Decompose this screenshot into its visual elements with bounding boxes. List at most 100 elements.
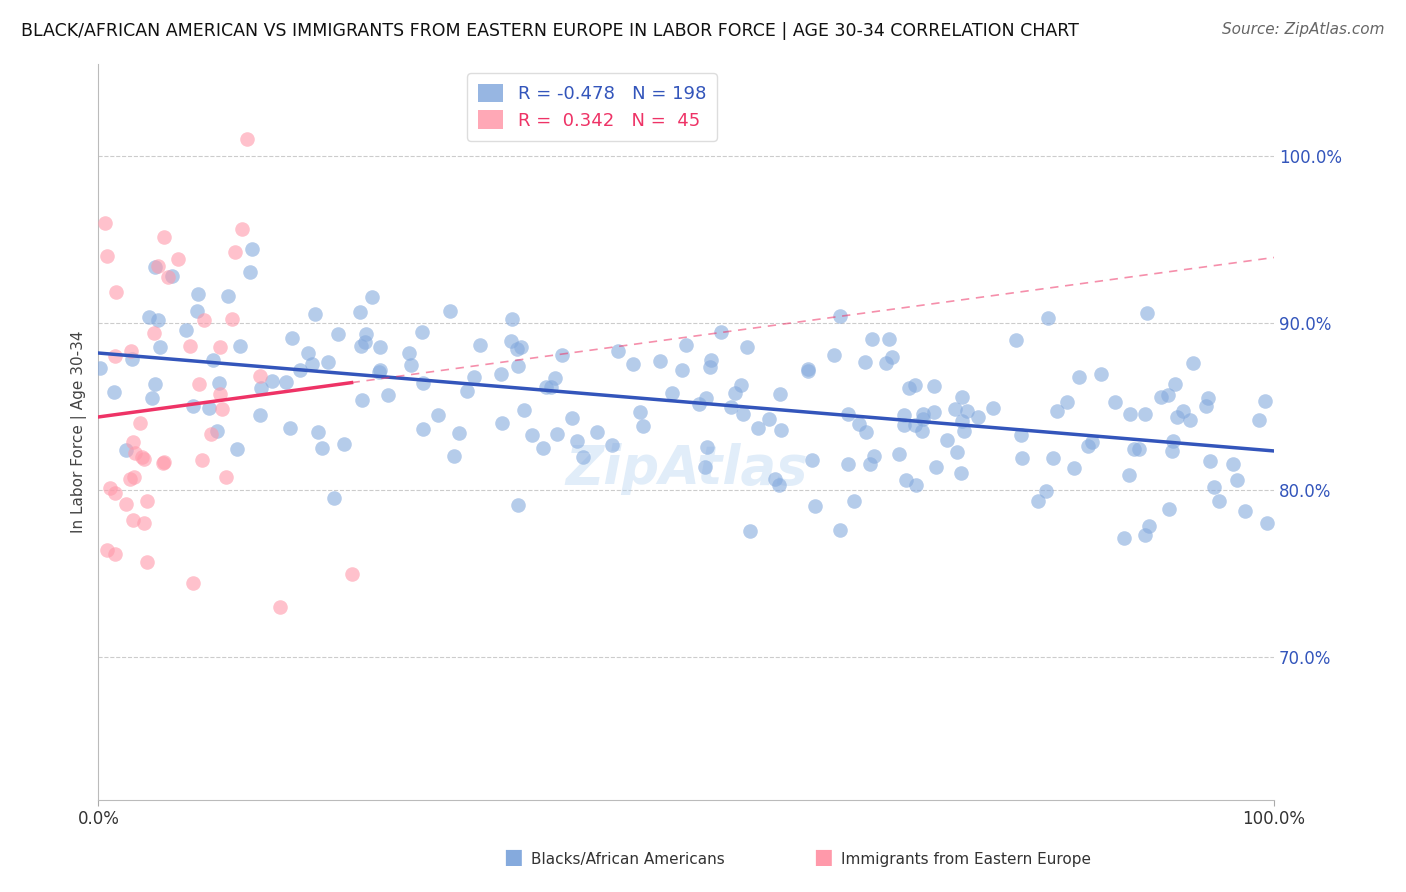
Point: [122, 469, 145, 483]
Point: [367, 365, 389, 379]
Point: [143, 376, 166, 391]
Point: [955, 403, 977, 417]
Point: [148, 313, 170, 327]
Point: [501, 311, 523, 326]
Point: [1004, 333, 1026, 347]
Point: [904, 417, 927, 432]
Point: [326, 327, 349, 342]
Point: [368, 340, 391, 354]
Point: [187, 286, 209, 301]
Point: [1166, 410, 1188, 425]
Point: [135, 494, 157, 508]
Point: [896, 474, 918, 488]
Point: [893, 409, 915, 423]
Point: [208, 387, 231, 401]
Point: [1204, 480, 1226, 494]
Point: [710, 325, 733, 339]
Point: [1247, 413, 1270, 427]
Point: [104, 547, 127, 561]
Point: [103, 385, 125, 400]
Point: [143, 260, 166, 274]
Point: [510, 340, 533, 354]
Point: [426, 408, 449, 422]
Point: [307, 425, 329, 439]
Point: [152, 456, 174, 470]
Point: [572, 450, 595, 464]
Point: [859, 457, 882, 471]
Point: [89, 361, 111, 376]
Point: [181, 400, 204, 414]
Point: [239, 265, 262, 279]
Point: [837, 407, 859, 421]
Point: [877, 332, 900, 346]
Point: [288, 363, 311, 377]
Text: ■: ■: [813, 847, 832, 867]
Point: [828, 309, 851, 323]
Point: [544, 371, 567, 385]
Point: [946, 444, 969, 458]
Point: [950, 390, 973, 404]
Point: [181, 576, 204, 591]
Point: [398, 346, 420, 360]
Point: [561, 410, 583, 425]
Point: [731, 407, 754, 421]
Point: [508, 359, 530, 373]
Point: [135, 555, 157, 569]
Point: [322, 491, 344, 505]
Point: [249, 369, 271, 384]
Point: [1157, 502, 1180, 516]
Y-axis label: In Labor Force | Age 30-34: In Labor Force | Age 30-34: [72, 331, 87, 533]
Point: [208, 340, 231, 354]
Point: [848, 417, 870, 432]
Point: [122, 513, 145, 527]
Point: [200, 426, 222, 441]
Text: Source: ZipAtlas.com: Source: ZipAtlas.com: [1222, 22, 1385, 37]
Point: [131, 450, 153, 464]
Point: [904, 378, 927, 392]
Point: [1036, 310, 1059, 325]
Point: [898, 381, 921, 395]
Point: [1056, 395, 1078, 409]
Point: [1254, 393, 1277, 408]
Point: [981, 401, 1004, 416]
Point: [1137, 519, 1160, 533]
Point: [197, 401, 219, 416]
Point: [1160, 443, 1182, 458]
Point: [350, 339, 373, 353]
Point: [1171, 404, 1194, 418]
Point: [491, 417, 513, 431]
Point: [1222, 457, 1244, 471]
Point: [174, 323, 197, 337]
Point: [1090, 367, 1112, 381]
Text: ■: ■: [503, 847, 523, 867]
Point: [468, 338, 491, 352]
Point: [738, 524, 761, 539]
Point: [1150, 391, 1173, 405]
Point: [621, 357, 644, 371]
Point: [1208, 494, 1230, 508]
Point: [967, 410, 990, 425]
Point: [763, 473, 786, 487]
Point: [1010, 428, 1032, 442]
Point: [830, 524, 852, 538]
Point: [922, 379, 945, 393]
Point: [803, 500, 825, 514]
Point: [191, 453, 214, 467]
Point: [412, 422, 434, 436]
Point: [1178, 413, 1201, 427]
Point: [600, 438, 623, 452]
Point: [333, 436, 356, 450]
Point: [911, 424, 934, 438]
Point: [768, 478, 790, 492]
Point: [1157, 388, 1180, 402]
Point: [1164, 377, 1187, 392]
Point: [1035, 483, 1057, 498]
Point: [696, 440, 718, 454]
Point: [152, 455, 174, 469]
Point: [675, 337, 697, 351]
Point: [141, 391, 163, 405]
Point: [124, 445, 146, 459]
Point: [943, 401, 966, 416]
Point: [607, 344, 630, 359]
Point: [157, 270, 180, 285]
